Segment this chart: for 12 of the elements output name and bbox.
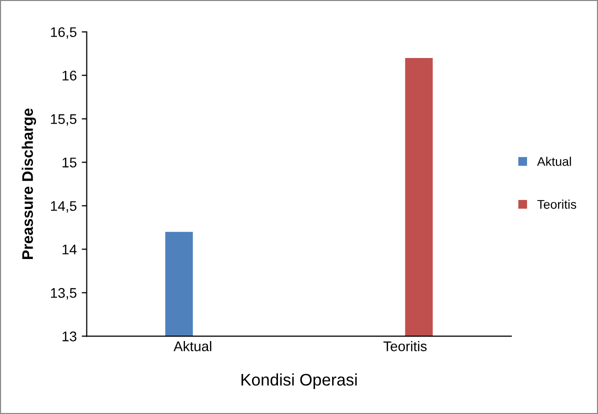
y-tick-label: 15,5 <box>51 114 76 126</box>
legend-label: Teoritis <box>537 200 576 209</box>
y-tick-label: 13 <box>62 332 76 342</box>
y-tick-label: 16,5 <box>51 27 76 39</box>
y-tick-label: 15 <box>62 158 76 168</box>
legend-label: Aktual <box>537 156 571 166</box>
y-tick-label: 13,5 <box>51 288 76 300</box>
y-axis-title: Preassure Discharge <box>22 108 36 260</box>
y-tick-label: 14 <box>62 244 77 254</box>
x-axis-title: Kondisi Operasi <box>242 373 357 389</box>
y-tick-label: 14,5 <box>51 201 76 213</box>
y-tick-label: 16 <box>62 70 76 81</box>
